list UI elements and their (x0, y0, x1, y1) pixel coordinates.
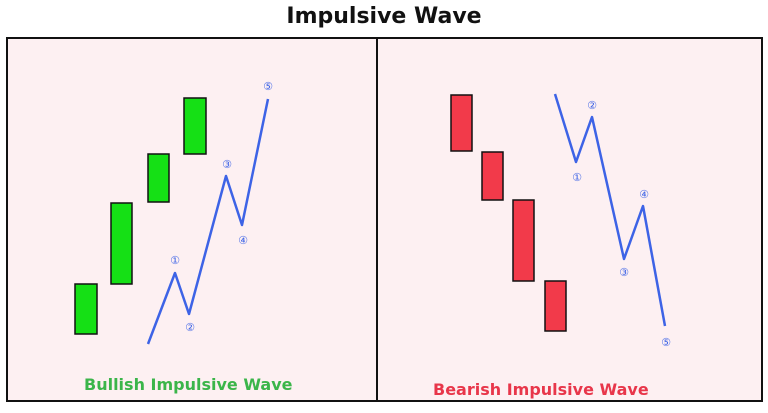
bullish-wave-label-2: ② (185, 321, 195, 334)
bearish-wave-label-3: ③ (619, 266, 629, 279)
bullish-wave-label-1: ① (170, 254, 180, 267)
bearish-wave-label-2: ② (587, 99, 597, 112)
bullish-candle-3 (147, 153, 170, 203)
bullish-wave-label-3: ③ (222, 158, 232, 171)
bearish-candle-2 (481, 151, 504, 201)
bullish-wave-label-5: ⑤ (263, 80, 273, 93)
bearish-panel (376, 37, 763, 402)
bearish-wave-label-4: ④ (639, 188, 649, 201)
bullish-candle-4 (183, 97, 207, 155)
bearish-candle-4 (544, 280, 567, 332)
bullish-candle-2 (110, 202, 133, 285)
bearish-wave-label-5: ⑤ (661, 336, 671, 349)
bullish-candle-1 (74, 283, 98, 335)
bearish-candle-3 (512, 199, 535, 282)
bearish-wave-line (553, 93, 667, 327)
bullish-wave-line (146, 98, 270, 345)
bearish-wave-label-1: ① (572, 171, 582, 184)
bullish-caption: Bullish Impulsive Wave (84, 375, 293, 394)
bearish-candle-1 (450, 94, 473, 152)
bullish-wave-label-4: ④ (238, 234, 248, 247)
bearish-caption: Bearish Impulsive Wave (433, 380, 649, 399)
page-title: Impulsive Wave (286, 4, 482, 29)
